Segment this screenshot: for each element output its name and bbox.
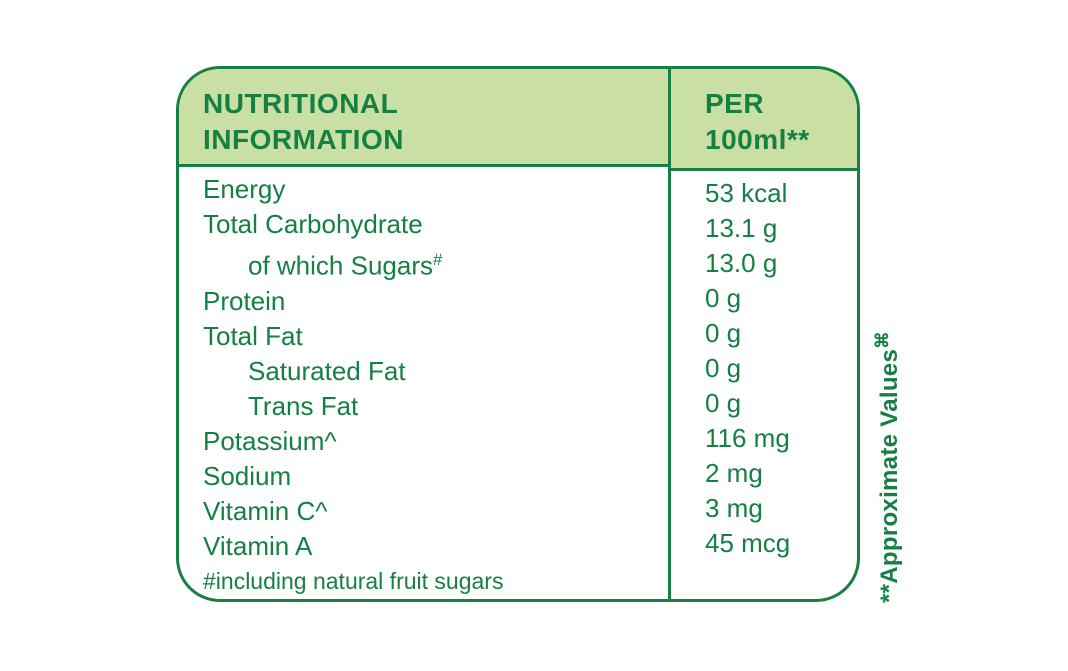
row-label-saturated-fat: Saturated Fat [248,356,406,386]
nutrient-value-rows: 53 kcal 13.1 g 13.0 g 0 g 0 g 0 g 0 g 11… [671,171,857,561]
header-nutritional-information: NUTRITIONAL INFORMATION [179,69,668,168]
row-label-vitamin-c: Vitamin C^ [203,496,328,526]
row-value-sodium: 2 mg [705,458,763,488]
hash-footnote-marker: # [432,250,443,270]
row-label-energy: Energy [203,174,286,205]
approximate-values-text: **Approximate Values [876,348,903,603]
row-value-trans-fat: 0 g [705,388,742,418]
row-label-total-fat: Total Fat [203,321,303,351]
row-value-potassium: 116 mg [705,423,790,453]
row-label-trans-fat: Trans Fat [248,391,359,421]
row-value-energy: 53 kcal [705,178,788,208]
row-label-vitamin-a: Vitamin A [203,531,313,561]
sugars-label-text: of which Sugars [248,251,433,281]
row-value-saturated-fat: 0 g [705,353,742,383]
row-label-of-which-sugars: of which Sugars# [179,242,668,284]
nutrient-labels-column: NUTRITIONAL INFORMATION Energy Total Car… [179,69,668,599]
row-value-of-which-sugars: 13.0 g [705,248,778,278]
row-label-sodium: Sodium [203,461,292,491]
nutrition-facts-table: NUTRITIONAL INFORMATION Energy Total Car… [176,66,860,602]
header-line-per: PER [705,88,765,119]
row-value-total-carbohydrate: 13.1 g [705,213,778,243]
header-line-100ml: 100ml** [705,124,810,155]
header-per-100ml: PER 100ml** [671,69,857,171]
header-line-nutritional: NUTRITIONAL [203,88,399,119]
fruit-sugars-footnote: #including natural fruit sugars [203,568,504,594]
row-value-protein: 0 g [705,283,742,313]
nutrient-label-rows: Energy Total Carbohydrate of which Sugar… [179,167,668,599]
per-100ml-values-column: PER 100ml** 53 kcal 13.1 g 13.0 g 0 g 0 … [668,69,857,599]
row-label-potassium: Potassium^ [203,426,337,456]
row-value-vitamin-c: 3 mg [705,493,763,523]
approximate-values-note: **Approximate Values⌘ [872,331,904,603]
looped-square-symbol: ⌘ [872,331,892,349]
row-value-vitamin-a: 45 mcg [705,528,791,558]
row-label-protein: Protein [203,286,286,316]
row-label-total-carbohydrate: Total Carbohydrate [203,209,423,240]
row-value-total-fat: 0 g [705,318,742,348]
header-line-information: INFORMATION [203,124,404,155]
